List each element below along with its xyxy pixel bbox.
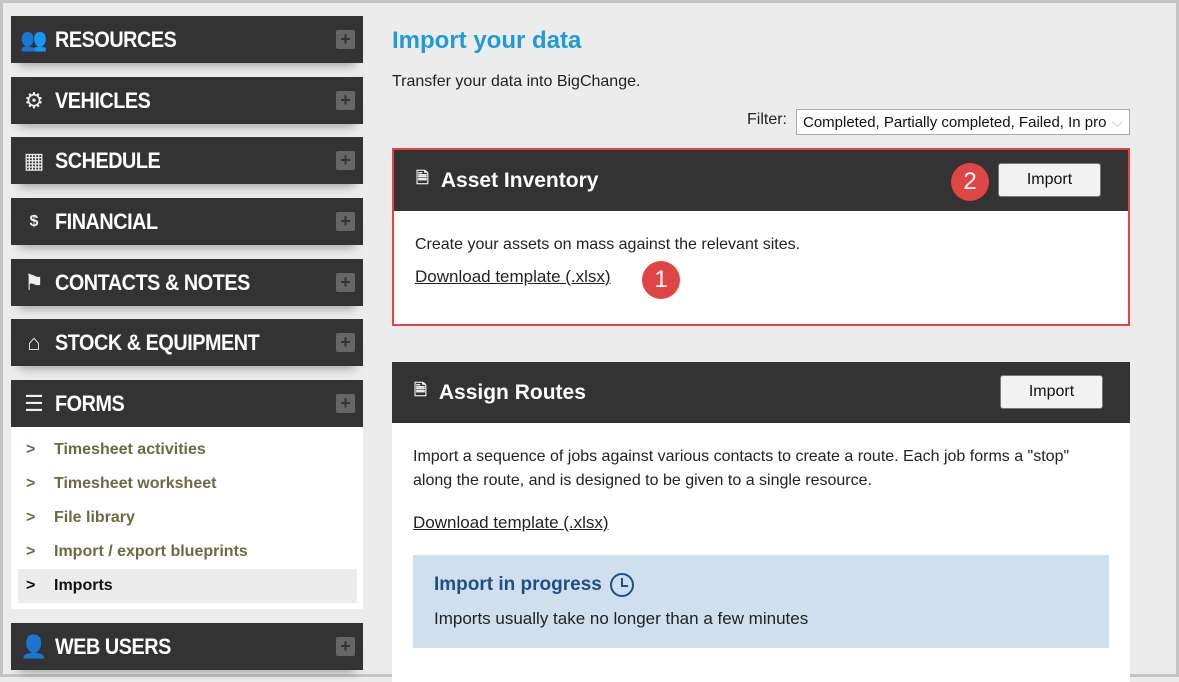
expand-icon[interactable]: + bbox=[336, 151, 355, 170]
stock-icon: ⌂ bbox=[27, 329, 41, 355]
download-template-link[interactable]: Download template (.xlsx) bbox=[413, 513, 609, 532]
nav-web-users[interactable]: 👤 WEB USERS + bbox=[11, 623, 363, 670]
import-progress-notice: Import in progress Imports usually take … bbox=[413, 555, 1109, 648]
flag-icon: ⚑ bbox=[24, 269, 44, 295]
expand-icon[interactable]: + bbox=[336, 212, 355, 231]
card-header: 🗎 Assign Routes Import bbox=[392, 362, 1130, 423]
document-icon: 🗎 bbox=[414, 382, 427, 399]
submenu-imports[interactable]: > Imports bbox=[18, 569, 357, 603]
nav-forms[interactable]: ☰ FORMS + bbox=[11, 380, 363, 427]
web-users-icon: 👤 bbox=[20, 633, 48, 659]
chevron-down-icon: ⌵ bbox=[1111, 113, 1123, 131]
expand-icon[interactable]: + bbox=[336, 333, 355, 352]
download-template-link[interactable]: Download template (.xlsx) bbox=[415, 267, 611, 286]
submenu-import-export-blueprints[interactable]: > Import / export blueprints bbox=[18, 535, 357, 569]
card-description: Import a sequence of jobs against variou… bbox=[413, 448, 1070, 489]
import-button[interactable]: Import bbox=[1000, 375, 1103, 409]
annotation-badge-1: 1 bbox=[642, 261, 680, 299]
clock-icon bbox=[609, 573, 634, 597]
page-title: Import your data bbox=[392, 27, 582, 54]
annotation-badge-2: 2 bbox=[951, 163, 989, 201]
page-subtitle: Transfer your data into BigChange. bbox=[392, 73, 641, 90]
financial-icon: $ bbox=[29, 212, 39, 230]
card-assign-routes: 🗎 Assign Routes Import Import a sequence o… bbox=[392, 362, 1130, 682]
submenu-timesheet-activities[interactable]: > Timesheet activities bbox=[18, 433, 357, 467]
card-description: Create your assets on mass against the r… bbox=[415, 236, 801, 253]
forms-icon: ☰ bbox=[24, 390, 44, 416]
expand-icon[interactable]: + bbox=[336, 91, 355, 110]
document-icon: 🗎 bbox=[416, 170, 429, 187]
chevron-right-icon: > bbox=[26, 543, 36, 560]
expand-icon[interactable]: + bbox=[336, 394, 355, 413]
submenu-timesheet-worksheet[interactable]: > Timesheet worksheet bbox=[18, 467, 357, 501]
nav-vehicles[interactable]: ⚙ VEHICLES + bbox=[11, 77, 363, 124]
expand-icon[interactable]: + bbox=[336, 273, 355, 292]
chevron-right-icon: > bbox=[26, 441, 36, 458]
chevron-right-icon: > bbox=[26, 475, 36, 492]
nav-resources[interactable]: 👥 RESOURCES + bbox=[11, 16, 363, 63]
vehicles-icon: ⚙ bbox=[24, 87, 44, 113]
submenu-file-library[interactable]: > File library bbox=[18, 501, 357, 535]
card-header: 🗎 Asset Inventory Import bbox=[394, 150, 1128, 211]
nav-contacts-notes[interactable]: ⚑ CONTACTS & NOTES + bbox=[11, 259, 363, 306]
expand-icon[interactable]: + bbox=[336, 30, 355, 49]
nav-stock-equipment[interactable]: ⌂ STOCK & EQUIPMENT + bbox=[11, 319, 363, 366]
filter-label: Filter: bbox=[747, 111, 787, 128]
nav-financial[interactable]: $ FINANCIAL + bbox=[11, 198, 363, 245]
expand-icon[interactable]: + bbox=[336, 637, 355, 656]
resources-icon: 👥 bbox=[20, 26, 48, 52]
filter-select[interactable]: Completed, Partially completed, Failed, … bbox=[796, 109, 1130, 135]
import-button[interactable]: Import bbox=[998, 163, 1101, 197]
nav-schedule[interactable]: ▦ SCHEDULE + bbox=[11, 137, 363, 184]
chevron-right-icon: > bbox=[26, 577, 36, 594]
forms-submenu: > Timesheet activities > Timesheet workshe… bbox=[11, 427, 363, 609]
card-asset-inventory: 🗎 Asset Inventory Import Create your asset… bbox=[392, 148, 1130, 326]
schedule-icon: ▦ bbox=[23, 147, 45, 173]
chevron-right-icon: > bbox=[26, 509, 36, 526]
